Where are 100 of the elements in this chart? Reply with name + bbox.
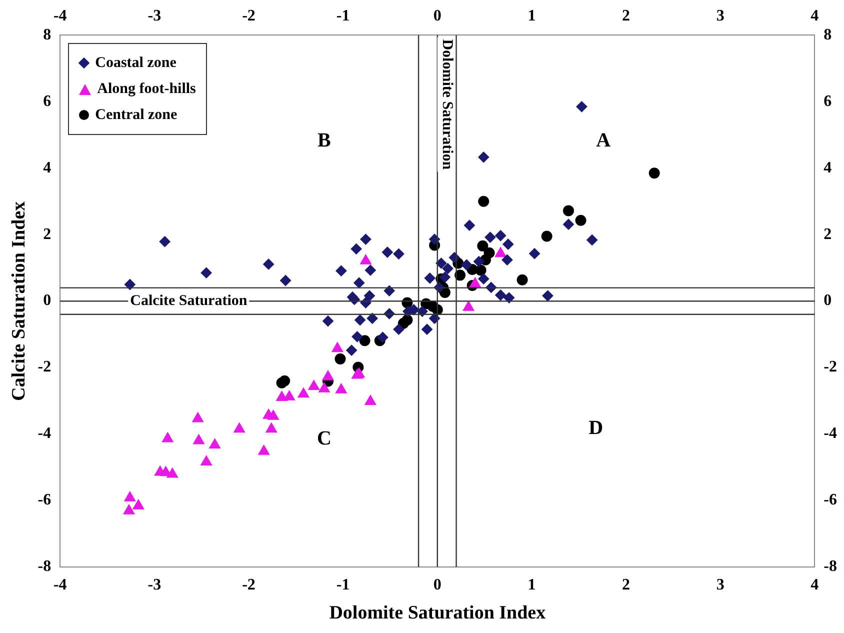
point [494,247,506,258]
point [360,234,372,245]
point [563,205,574,216]
x-tick-label: 2 [622,576,630,594]
x-tick-label: 0 [433,576,442,594]
point [393,248,404,260]
point [346,344,358,356]
y2-tick-label: -2 [824,358,837,376]
point [308,380,320,390]
y2-tick-label: 4 [824,159,832,176]
point [469,277,481,288]
legend-label: Coastal zone [95,54,176,72]
y-tick-label: -6 [38,492,52,509]
point [542,290,554,302]
annotation: C [316,428,332,450]
point [336,383,347,394]
annotation: A [596,130,612,152]
x2-tick-label: 4 [810,8,819,25]
point [377,332,388,343]
point [366,312,378,324]
point [318,382,330,392]
point [495,290,506,301]
x2-tick-label: -3 [148,8,162,25]
x2-tick-label: 3 [716,8,724,25]
point [166,468,178,478]
ref-line-label: Calcite Saturation [130,292,248,309]
point [478,196,490,207]
point [334,353,346,364]
x-tick-label: 1 [528,576,536,594]
point [473,256,484,268]
point [364,394,376,405]
point [268,410,279,420]
x-tick-label: -3 [148,576,162,594]
point [352,331,363,342]
point [576,101,588,112]
point [322,370,334,380]
x2-tick-label: 2 [622,8,630,25]
point [298,388,310,398]
point [478,273,490,284]
point [322,316,334,327]
y-axis-title: Calcite Saturation Index [8,200,30,401]
y2-tick-label: -4 [824,425,837,442]
x-tick-label: -1 [336,576,350,594]
y-tick-label: -4 [38,425,52,442]
point [648,168,660,179]
y2-tick-label: 8 [824,26,832,44]
point [124,491,136,502]
point [364,264,376,276]
x2-tick-label: 0 [433,8,442,25]
y-tick-label: -2 [38,358,52,376]
point [382,246,393,258]
point [354,277,365,288]
point [462,300,474,311]
point [263,258,274,270]
point [502,254,513,266]
point [279,375,290,386]
point [123,504,135,514]
y-tick-label: 2 [43,226,52,243]
point [234,422,246,433]
legend-label: Central zone [95,106,178,124]
point [193,434,204,444]
point [393,324,404,335]
point [478,152,490,163]
point [162,432,174,442]
point [502,238,514,250]
point [429,234,440,245]
point [332,342,344,352]
point [284,390,296,400]
point [159,236,170,248]
point [439,272,450,283]
x-tick-label: 3 [716,576,724,594]
point [422,324,433,335]
point [359,335,370,346]
point [200,267,212,278]
point [464,220,475,231]
y2-tick-label: 6 [824,92,832,110]
point [364,290,375,302]
point [209,438,221,449]
point [192,412,204,422]
point [529,248,540,260]
x2-tick-label: -2 [242,8,256,25]
point [586,234,598,246]
y2-tick-label: 2 [824,226,832,243]
point [258,444,270,455]
y-tick-label: 4 [43,159,52,176]
y-tick-label: 6 [43,92,52,110]
point [504,292,515,304]
annotation: B [318,130,331,152]
point [436,258,447,269]
point [350,243,362,254]
point [516,274,528,286]
y-tick-label: -8 [38,558,52,576]
y2-tick-label: -8 [824,558,837,576]
point [541,230,552,242]
annotation: D [588,416,604,439]
x-tick-label: 4 [810,576,819,594]
point [484,232,496,243]
y-tick-label: 8 [43,26,52,44]
y2-tick-label: 0 [824,292,832,310]
point [280,274,292,286]
